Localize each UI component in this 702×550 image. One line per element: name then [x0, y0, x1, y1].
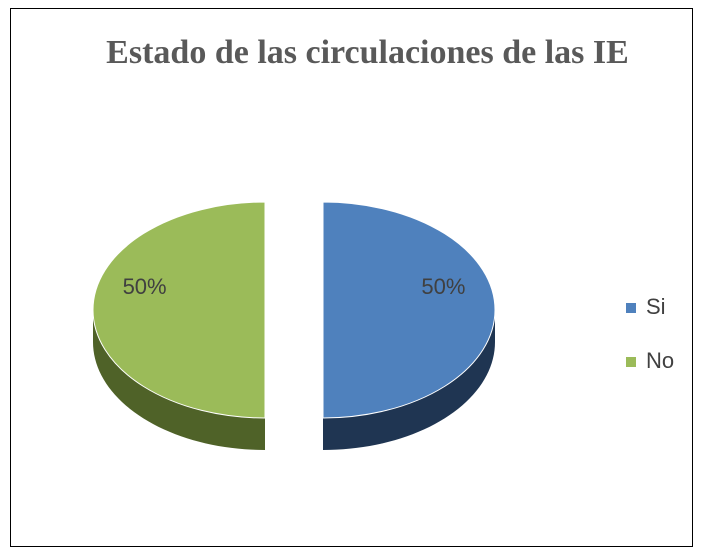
legend-label: No — [646, 348, 674, 373]
pie-slice — [92, 201, 266, 419]
data-label: 50% — [421, 274, 465, 299]
chart-title: Estado de las circulaciones de las IE — [106, 34, 629, 71]
legend-swatch — [626, 303, 636, 313]
legend-swatch — [626, 357, 636, 367]
chart-frame — [10, 8, 693, 547]
pie-slice — [322, 201, 496, 419]
legend-label: Si — [646, 294, 666, 319]
data-label: 50% — [123, 274, 167, 299]
